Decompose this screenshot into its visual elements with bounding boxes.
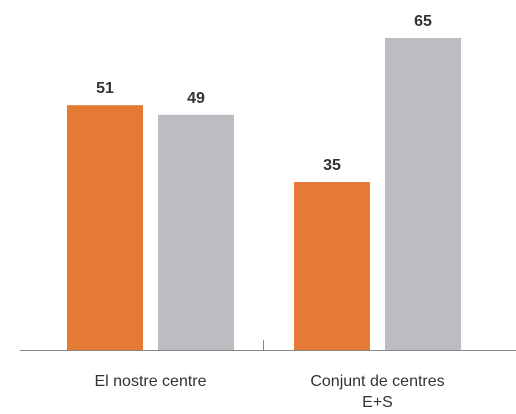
bar — [294, 182, 370, 350]
data-label: 35 — [323, 157, 341, 174]
bar — [67, 105, 143, 350]
data-label: 49 — [187, 90, 205, 107]
bar — [385, 38, 461, 350]
x-tick-label: El nostre centre — [94, 373, 207, 390]
x-tick-label: Conjunt de centres E+S — [310, 373, 445, 411]
data-label: 51 — [96, 80, 114, 97]
data-label: 65 — [414, 13, 432, 30]
bar — [158, 114, 234, 350]
